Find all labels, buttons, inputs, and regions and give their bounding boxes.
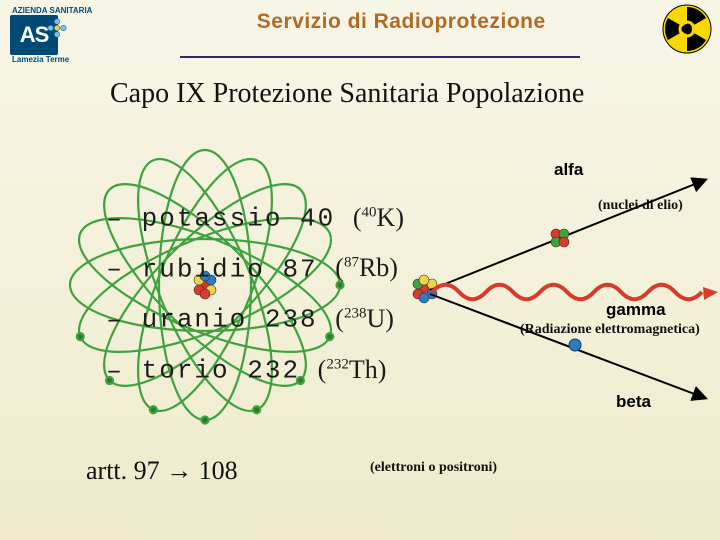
beta-label: beta <box>616 392 651 412</box>
header: AZIENDA SANITARIA AS Lamezia Terme Servi… <box>0 0 720 64</box>
isotope-symbol: K <box>377 203 396 232</box>
decay-diagram: alfa (nuclei di elio) gamma (Radiazione … <box>410 160 720 420</box>
articles-to: 108 <box>199 456 238 485</box>
logo-top-text: AZIENDA SANITARIA <box>12 6 92 15</box>
isotope-superscript: 238 <box>344 305 367 321</box>
list-item: – rubidio 87 (87Rb) <box>106 241 404 292</box>
isotope-mass-text: 232 <box>247 356 300 386</box>
isotope-mass-text: 238 <box>265 305 318 335</box>
isotope-superscript: 87 <box>344 255 359 271</box>
radiation-trefoil-icon <box>662 4 712 54</box>
alpha-label: alfa <box>554 160 583 180</box>
service-title: Servizio di Radioprotezione <box>92 10 710 34</box>
logo-bottom-text: Lamezia Terme <box>12 55 69 64</box>
articles-ref: artt. 97 → 108 <box>86 455 238 486</box>
arrow-right-icon: → <box>166 455 192 485</box>
isotope-list: – potassio 40 (40K) – rubidio 87 (87Rb) … <box>106 190 404 393</box>
isotope-name: uranio <box>142 305 248 335</box>
logo-flower-icon <box>46 17 68 39</box>
isotope-superscript: 40 <box>362 204 377 220</box>
isotope-superscript: 232 <box>326 356 349 372</box>
isotope-name: rubidio <box>142 254 265 284</box>
list-item: – potassio 40 (40K) <box>106 190 404 241</box>
gamma-label: gamma <box>606 300 666 320</box>
gamma-sublabel: (Radiazione elettromagnetica) <box>520 322 700 338</box>
isotope-symbol: Th <box>349 355 378 384</box>
alpha-sublabel: (nuclei di elio) <box>598 198 683 214</box>
isotope-mass-text: 87 <box>282 254 317 284</box>
isotope-mass-text: 40 <box>300 204 335 234</box>
list-item: – uranio 238 (238U) <box>106 291 404 342</box>
isotope-symbol: Rb <box>359 253 389 282</box>
logo-letters: AS <box>20 22 49 48</box>
list-item: – torio 232 (232Th) <box>106 342 404 393</box>
isotope-symbol: U <box>366 304 385 333</box>
isotope-name: potassio <box>142 204 283 234</box>
beta-sublabel: (elettroni o positroni) <box>370 460 497 476</box>
articles-prefix: artt. <box>86 456 127 485</box>
isotope-name: torio <box>142 356 230 386</box>
articles-from: 97 <box>134 456 160 485</box>
org-logo: AZIENDA SANITARIA AS Lamezia Terme <box>10 6 92 64</box>
chapter-heading: Capo IX Protezione Sanitaria Popolazione <box>110 78 680 110</box>
logo-mark: AS <box>10 15 58 55</box>
header-rule <box>180 56 580 58</box>
